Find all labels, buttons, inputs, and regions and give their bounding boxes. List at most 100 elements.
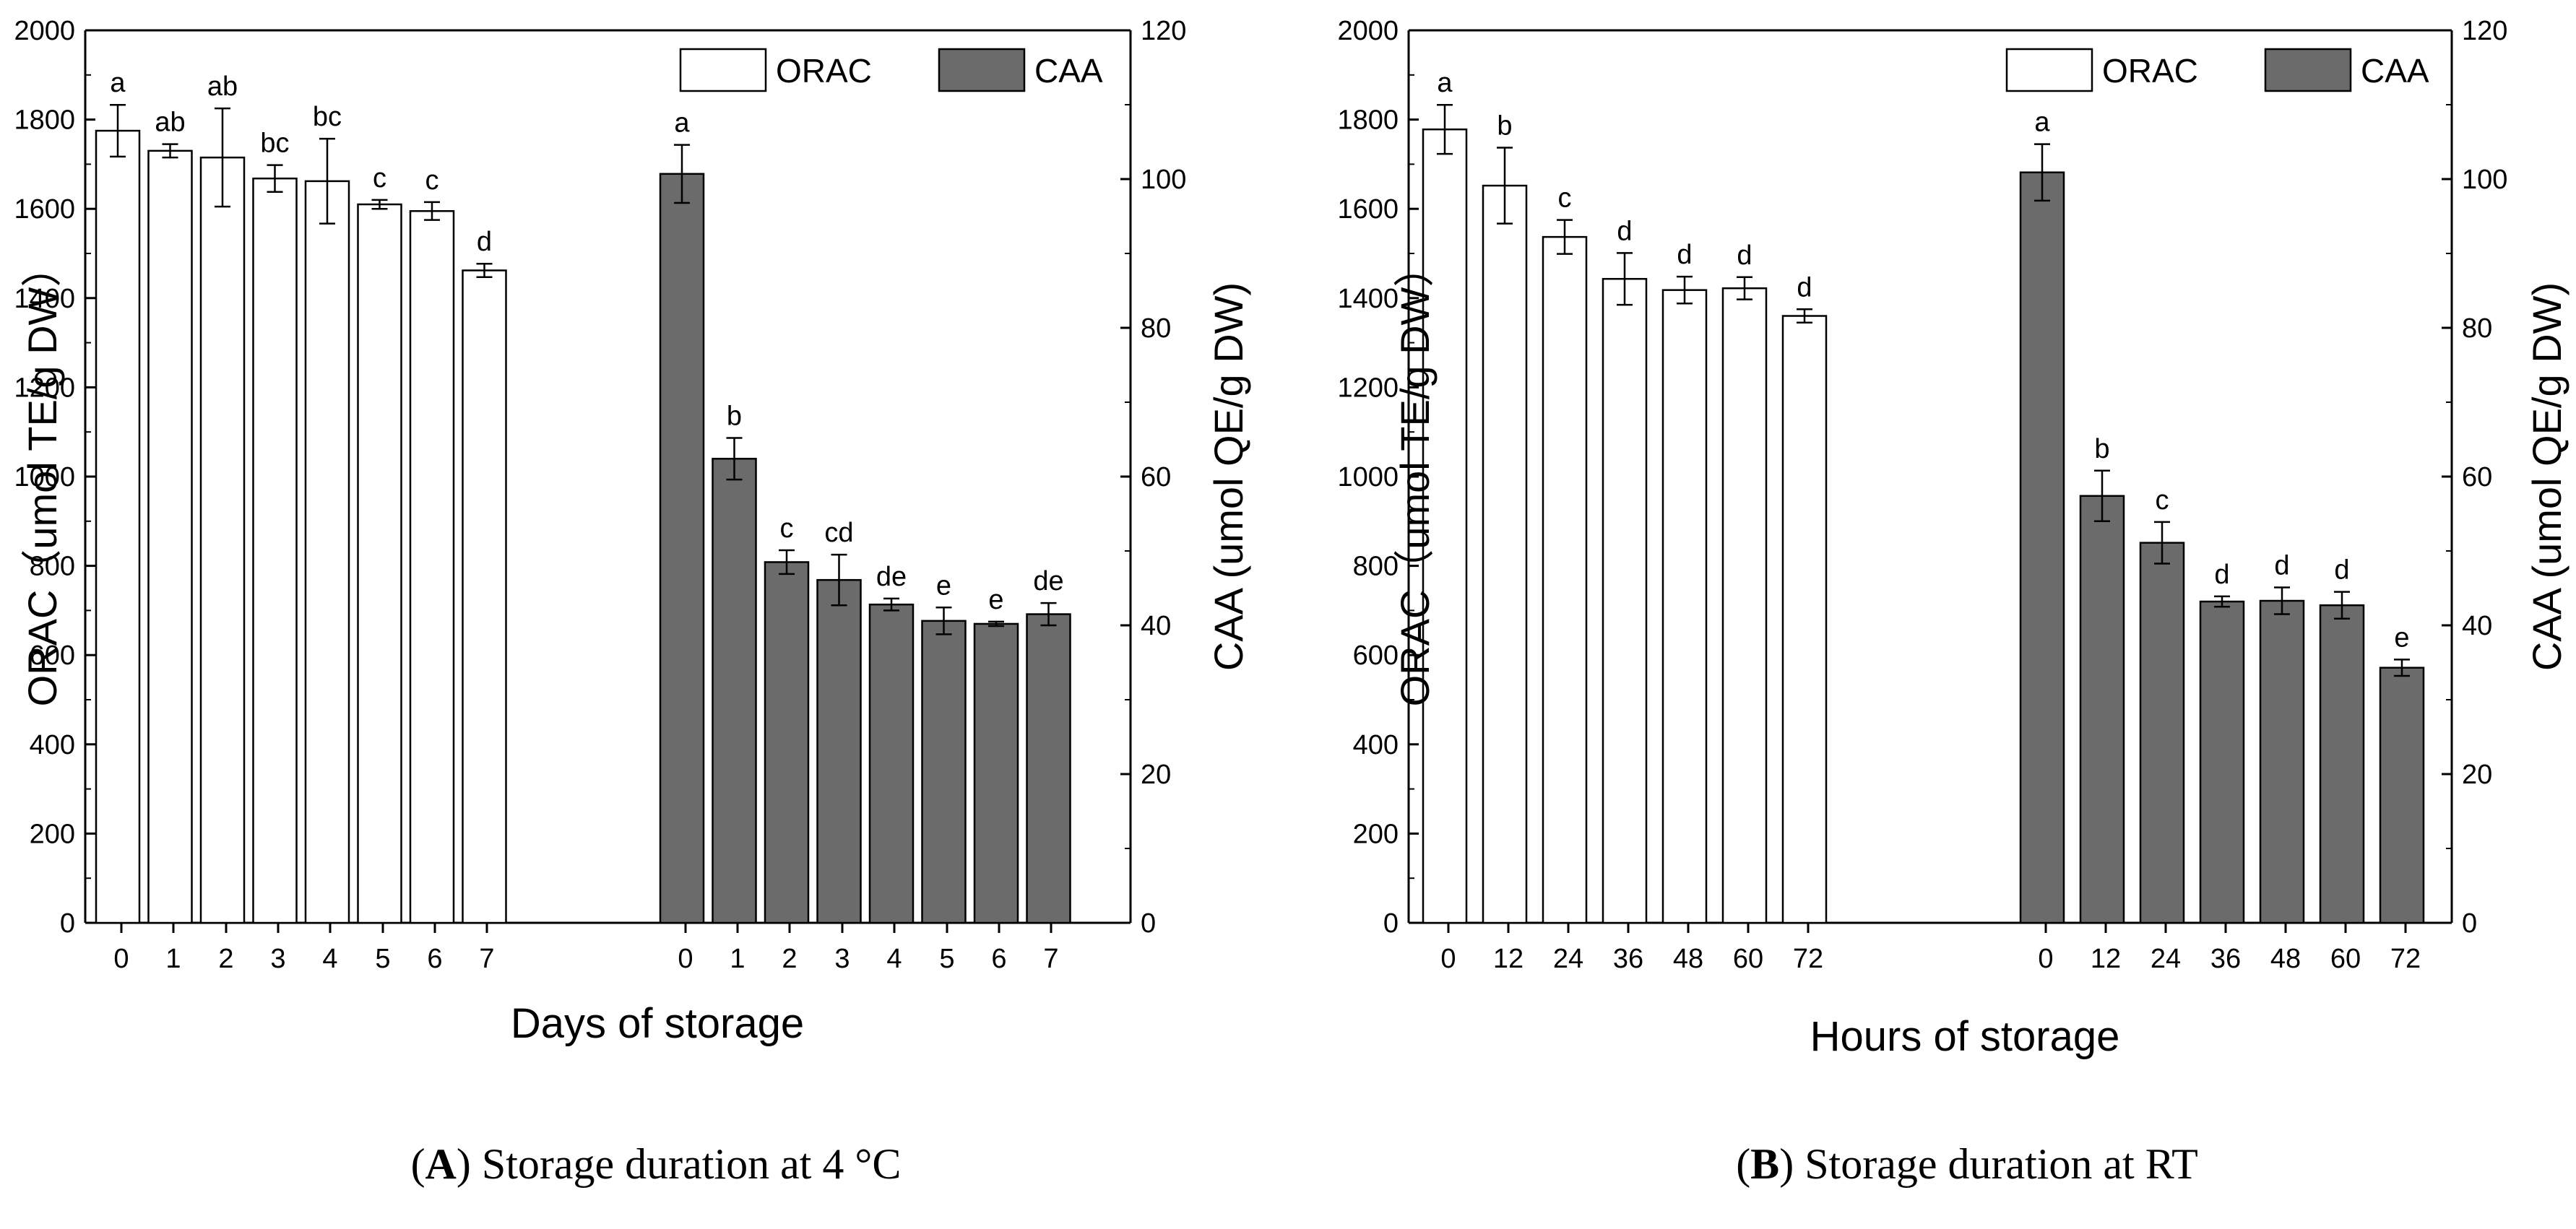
legend-caa-swatch [2264,48,2352,92]
x-tick-label: 4 [322,944,337,974]
x-axis-title: Days of storage [511,1000,804,1047]
y-right-tick-label: 60 [2462,462,2492,492]
x-tick-label: 5 [939,944,954,974]
caa-bar [712,458,757,924]
panel-caption: (B) Storage duration at RT [1736,1140,2198,1188]
orac-bar [1602,277,1648,924]
significance-label: e [2394,622,2409,653]
caa-bar [816,578,862,924]
legend-caa-swatch [938,48,1026,92]
orac-bar [1482,184,1528,924]
x-tick-label: 12 [1493,944,1523,974]
significance-label: e [988,585,1003,615]
caa-bar [2259,599,2305,924]
significance-label: d [2214,560,2229,590]
x-tick-label: 4 [886,944,902,974]
y-right-tick-label: 0 [2462,908,2477,939]
caa-bar [2079,495,2125,924]
significance-label: b [1497,111,1512,142]
caa-bar [2199,600,2245,924]
panel-letter: B [1750,1140,1779,1188]
significance-label: a [2034,108,2050,138]
significance-label: d [1737,240,1752,271]
significance-label: d [477,227,492,257]
legend-orac-swatch [2005,48,2093,92]
significance-label: c [2156,485,2169,516]
x-tick-label: 2 [782,944,797,974]
panel-caption-text: Storage duration at RT [1794,1140,2198,1188]
y-left-tick-label: 1400 [1337,284,1399,314]
caa-bar [2139,542,2185,924]
significance-label: ab [207,71,238,102]
y-left-tick-label: 2000 [14,16,75,46]
panel-caption: (A) Storage duration at 4 °C [411,1140,902,1188]
significance-label: de [876,562,907,592]
y-right-tick-label: 20 [1141,760,1171,790]
y-right-tick-label: 40 [2462,611,2492,641]
orac-bar [147,149,193,924]
significance-label: d [2334,555,2349,586]
caa-bar [921,620,967,924]
x-tick-label: 0 [2038,944,2053,974]
x-tick-label: 1 [165,944,181,974]
significance-label: c [1558,183,1572,214]
significance-label: d [1677,240,1692,270]
caa-bar [2319,604,2365,924]
significance-label: a [1437,68,1453,98]
orac-bar [1542,235,1588,924]
orac-bar [1422,128,1468,924]
y-left-tick-label: 200 [1353,819,1399,849]
y-right-axis-title: CAA (umol QE/g DW) [1206,282,1251,671]
y-right-tick-label: 120 [1141,16,1186,46]
legend-caa-label: CAA [2361,52,2429,90]
y-left-tick-label: 800 [1353,552,1399,582]
significance-label: e [936,570,951,601]
x-tick-label: 5 [375,944,390,974]
orac-bar [409,210,455,924]
y-right-tick-label: 40 [1141,611,1171,641]
caa-bar [973,622,1019,924]
orac-bar [199,156,246,924]
y-left-tick-label: 600 [30,640,75,671]
significance-label: de [1033,566,1063,596]
y-left-tick-label: 0 [1383,908,1399,939]
legend-orac-label: ORAC [2102,52,2198,90]
y-left-tick-label: 1400 [14,284,75,314]
orac-bar [357,203,402,924]
caa-bar [659,173,705,924]
y-left-tick-label: 200 [30,819,75,849]
orac-bar [304,180,350,924]
y-right-tick-label: 100 [1141,165,1186,195]
x-tick-label: 7 [479,944,494,974]
x-tick-label: 36 [2210,944,2241,974]
x-tick-label: 3 [834,944,850,974]
panel-caption-text: Storage duration at 4 °C [471,1140,902,1188]
x-tick-label: 6 [991,944,1006,974]
caa-bar [2019,171,2065,924]
x-tick-label: 7 [1043,944,1058,974]
y-left-tick-label: 2000 [1337,16,1399,46]
y-left-tick-label: 1800 [1337,105,1399,136]
y-left-tick-label: 1600 [14,194,75,225]
y-left-axis-title: ORAC（umol TE/g DW） [20,247,65,707]
orac-bar [95,129,141,924]
significance-label: b [2094,434,2109,464]
x-tick-label: 1 [730,944,745,974]
y-left-tick-label: 1000 [14,462,75,492]
orac-bar [1661,289,1708,924]
orac-bar [462,269,507,924]
significance-label: ab [155,108,185,138]
y-left-tick-label: 1200 [1337,373,1399,403]
y-left-tick-label: 1000 [1337,462,1399,492]
legend-caa-label: CAA [1034,52,1103,90]
significance-label: c [780,513,794,544]
x-tick-label: 72 [1793,944,1823,974]
significance-label: c [425,165,439,196]
legend-orac-label: ORAC [776,52,872,90]
x-axis-title: Hours of storage [1810,1013,2120,1060]
significance-label: d [1617,216,1632,246]
y-right-tick-label: 20 [2462,760,2492,790]
y-right-tick-label: 80 [1141,313,1171,344]
legend-orac-swatch [679,48,767,92]
